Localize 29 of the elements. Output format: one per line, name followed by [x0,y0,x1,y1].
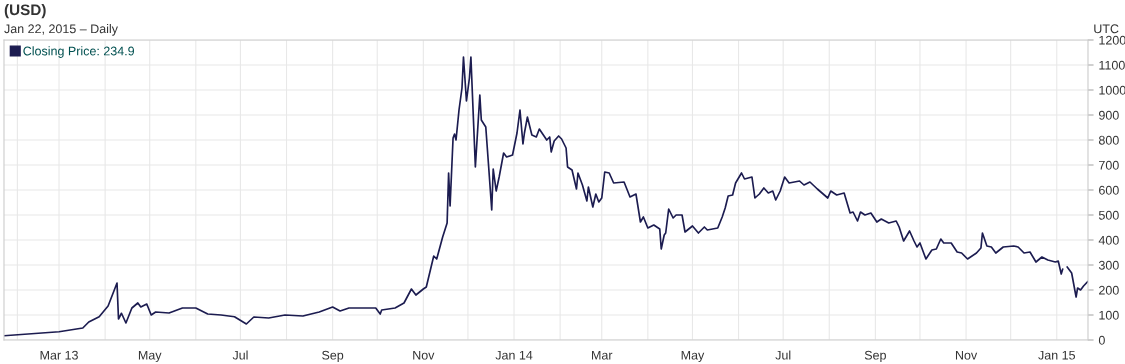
y-tick-label: 100 [1099,310,1119,320]
x-tick-label: Sep [864,350,886,363]
y-tick-label: 800 [1098,135,1119,145]
x-tick-label: May [681,350,705,363]
y-tick-label: 1100 [1099,60,1125,70]
y-tick-label: 0 [1098,335,1105,345]
y-tick-label: 1200 [1099,35,1125,45]
x-tick-label: Mar [592,350,613,360]
x-tick-label: Jan 14 [495,350,533,360]
x-tick-label: Jul [775,350,791,360]
x-tick-label: Jul [232,350,248,360]
y-tick-label: 1000 [1099,85,1125,95]
y-tick-label: 300 [1098,260,1119,270]
y-tick-label: 200 [1099,285,1119,295]
chart-title: (USD) [4,4,46,19]
x-tick-label: May [138,350,162,363]
text: UTC [1094,24,1119,34]
y-tick-label: 900 [1099,110,1119,120]
y-tick-label: 700 [1099,160,1119,170]
y-tick-label: 600 [1099,185,1119,195]
x-tick-label: Nov [413,350,435,360]
chart-subtitle: Jan 22, 2015 – Daily [4,24,118,36]
y-tick-label: 500 [1098,210,1119,220]
y-tick-label: 400 [1098,235,1119,245]
x-tick-label: Mar 13 [40,350,78,360]
x-tick-label: Sep [322,350,344,363]
x-tick-label: Jan 15 [1038,350,1076,360]
x-tick-label: Nov [955,350,978,360]
legend-label: Closing Price: 234.9 [23,46,135,58]
